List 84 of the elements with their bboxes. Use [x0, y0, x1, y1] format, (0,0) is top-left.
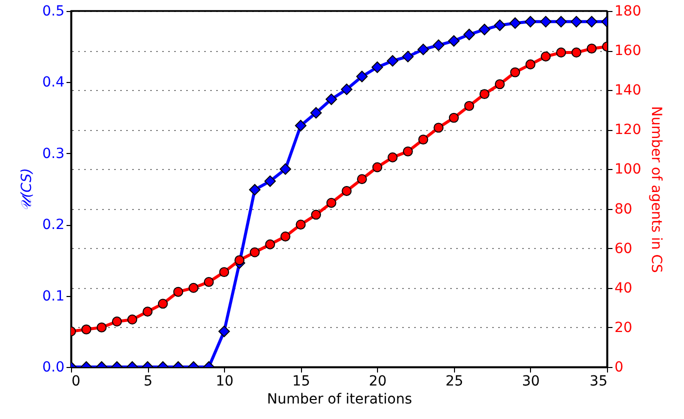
point: [525, 59, 536, 70]
point: [448, 112, 459, 123]
point: [311, 210, 321, 220]
point: [418, 134, 428, 145]
y-tick-label: 0.2: [42, 217, 64, 234]
y-tick-label: 0.5: [42, 4, 64, 20]
x-tick-label: 15: [292, 374, 310, 390]
point: [417, 44, 429, 56]
point: [173, 286, 184, 297]
y2-axis-title: Number of agents in CS: [648, 106, 664, 273]
point: [234, 255, 244, 266]
point: [158, 298, 168, 309]
point: [219, 267, 230, 278]
y2-tick-label: 80: [614, 201, 632, 218]
point: [142, 306, 153, 317]
point: [264, 175, 276, 187]
point: [571, 48, 582, 58]
point: [294, 120, 306, 132]
y-tick-label: 0.4: [42, 74, 65, 91]
point: [555, 16, 567, 28]
point: [586, 44, 597, 54]
y-axis-title: 𝒰(CS): [19, 168, 36, 211]
point: [480, 89, 490, 100]
point: [509, 17, 521, 29]
point: [432, 39, 444, 51]
point: [586, 16, 598, 28]
point: [540, 52, 551, 62]
point: [204, 276, 214, 287]
point: [510, 67, 520, 78]
point: [326, 198, 336, 208]
point: [112, 316, 122, 326]
point: [402, 146, 413, 156]
point: [540, 16, 552, 28]
y2-tick-label: 0: [614, 360, 624, 376]
point: [494, 19, 506, 31]
x-tick-label: 35: [590, 374, 608, 390]
point: [463, 28, 475, 40]
point: [280, 232, 290, 242]
point: [280, 163, 292, 175]
point: [524, 16, 536, 28]
y2-tick-label: 100: [614, 162, 642, 178]
y2-tick-label: 160: [614, 43, 642, 60]
x-tick-label: 30: [522, 374, 540, 390]
x-tick-label: 25: [445, 374, 464, 390]
y2-tick-label: 180: [614, 4, 642, 20]
point: [265, 239, 276, 250]
x-tick-label: 5: [144, 374, 153, 390]
point: [386, 55, 398, 67]
point: [357, 174, 367, 184]
x-axis-title: Number of iterations: [266, 392, 412, 408]
point: [310, 107, 322, 119]
x-tick-label: 0: [72, 374, 80, 390]
point: [556, 48, 566, 58]
point: [188, 282, 198, 293]
y-tick-label: 0.1: [42, 288, 64, 304]
point: [448, 35, 460, 47]
y2-tick-label: 20: [614, 320, 632, 336]
point: [296, 220, 306, 230]
point: [326, 94, 338, 106]
point: [372, 162, 382, 172]
y-tick-label: 0.3: [42, 146, 64, 162]
point: [249, 184, 261, 196]
point: [250, 247, 260, 258]
point: [340, 84, 352, 96]
point: [464, 100, 474, 111]
x-tick-label: 20: [368, 374, 387, 390]
point: [96, 322, 107, 332]
point: [494, 79, 505, 90]
point: [478, 24, 490, 36]
y2-tick-label: 40: [614, 280, 632, 296]
point: [434, 122, 444, 133]
y2-tick-label: 140: [614, 82, 642, 99]
point: [127, 314, 138, 324]
y2-tick-label: 120: [614, 122, 642, 138]
point: [402, 50, 414, 62]
x-tick-label: 10: [216, 374, 234, 390]
point: [388, 152, 398, 162]
y-tick-label: 0.0: [42, 360, 64, 376]
point: [81, 324, 92, 334]
point: [570, 16, 582, 28]
point: [372, 62, 384, 73]
point: [356, 70, 368, 82]
y2-tick-label: 60: [614, 240, 632, 257]
point: [342, 186, 352, 196]
